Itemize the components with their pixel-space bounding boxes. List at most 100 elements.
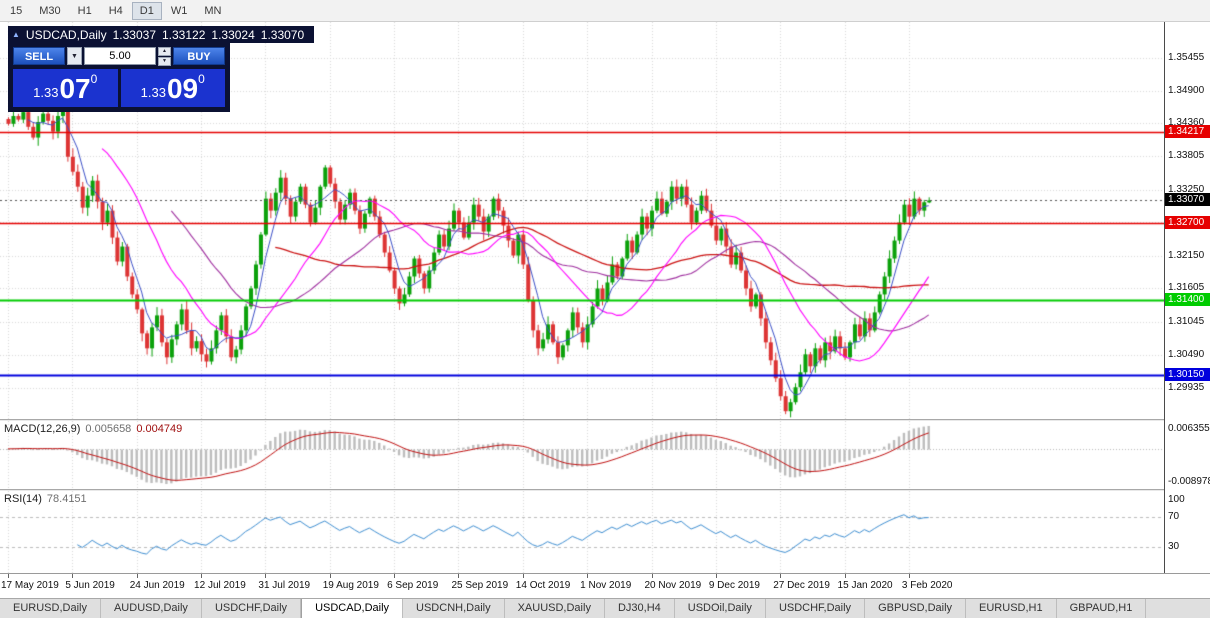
timeframe-toolbar: 15 M30 H1 H4 D1 W1 MN — [0, 0, 1210, 22]
time-axis-label: 20 Nov 2019 — [644, 580, 702, 591]
tf-button-m30[interactable]: M30 — [39, 4, 61, 17]
time-axis-label: 6 Sep 2019 — [387, 580, 439, 591]
tf-button-h1[interactable]: H1 — [77, 4, 92, 17]
bid-price-pipette: 0 — [90, 72, 98, 86]
time-axis-tick — [523, 574, 524, 578]
tf-button-h4[interactable]: H4 — [108, 4, 123, 17]
macd-axis-max: 0.006355 — [1168, 423, 1210, 434]
ask-price-pipette: 0 — [198, 72, 205, 86]
macd-main-value: 0.005658 — [85, 423, 132, 435]
tab-usdoil-daily[interactable]: USDOil,Daily — [675, 599, 766, 618]
volume-step-down-button[interactable]: ▼ — [158, 57, 171, 66]
chart-symbol-header: ▲ USDCAD,Daily 1.33037 1.33122 1.33024 1… — [8, 26, 315, 43]
volume-input[interactable] — [84, 47, 156, 65]
price-axis-label: 1.34900 — [1168, 84, 1205, 96]
volume-stepper: ▲ ▼ — [158, 47, 171, 66]
time-axis-label: 31 Jul 2019 — [258, 580, 311, 591]
time-axis[interactable]: 17 May 2019 5 Jun 2019 24 Jun 2019 12 Jul 2… — [0, 573, 1210, 598]
time-axis-tick — [652, 574, 653, 578]
price-axis-label: 1.34360 — [1168, 117, 1205, 129]
tab-xauusd-daily[interactable]: XAUUSD,Daily — [505, 599, 605, 618]
price-axis-label: 1.31605 — [1168, 282, 1205, 294]
price-tag-level: 1.30150 — [1165, 368, 1210, 382]
ohlc-low: 1.33024 — [211, 27, 255, 42]
price-axis-label: 1.32150 — [1168, 249, 1205, 261]
chart-tab-bar: EURUSD,Daily AUDUSD,Daily USDCHF,Daily USDC… — [0, 598, 1210, 618]
time-axis-tick — [265, 574, 266, 578]
time-axis-tick — [394, 574, 395, 578]
volume-step-up-button[interactable]: ▲ — [158, 47, 171, 56]
rsi-axis-label: 100 — [1168, 494, 1185, 505]
rsi-indicator-label: RSI(14) 78.4151 — [4, 493, 87, 505]
time-axis-label: 9 Dec 2019 — [708, 580, 760, 591]
tab-audusd-daily[interactable]: AUDUSD,Daily — [101, 599, 202, 618]
panel-separator[interactable] — [0, 419, 1210, 421]
price-axis[interactable]: 1.35455 1.34900 1.34360 1.33805 1.33250 1.327… — [1164, 22, 1210, 573]
time-axis-label: 12 Jul 2019 — [194, 580, 246, 591]
one-click-trading-panel: ▲ USDCAD,Daily 1.33037 1.33122 1.33024 1… — [8, 26, 315, 112]
buy-button[interactable]: BUY — [173, 47, 225, 65]
time-axis-label: 1 Nov 2019 — [580, 580, 632, 591]
bid-price-big: 07 — [59, 73, 91, 104]
tf-button-w1[interactable]: W1 — [170, 4, 188, 17]
macd-axis-min: -0.008978 — [1168, 476, 1210, 487]
time-axis-tick — [458, 574, 459, 578]
sell-button[interactable]: SELL — [13, 47, 65, 65]
time-axis-label: 17 May 2019 — [1, 580, 59, 591]
time-axis-tick — [780, 574, 781, 578]
chevron-down-icon: ▼ — [71, 53, 78, 60]
time-axis-tick — [8, 574, 9, 578]
tab-usdcad-daily[interactable]: USDCAD,Daily — [301, 599, 404, 618]
tf-button-d1[interactable]: D1 — [131, 1, 162, 20]
time-axis-tick — [587, 574, 588, 578]
ask-price-prefix: 1.33 — [140, 85, 166, 100]
time-axis-tick — [201, 574, 202, 578]
chart-region: ▲ USDCAD,Daily 1.33037 1.33122 1.33024 1… — [0, 22, 1210, 618]
ohlc-open: 1.33037 — [112, 27, 156, 42]
tab-gbpusd-daily[interactable]: GBPUSD,Daily — [865, 599, 967, 618]
order-options-dropdown[interactable]: ▼ — [67, 47, 82, 65]
tab-usdcnh-daily[interactable]: USDCNH,Daily — [403, 599, 505, 618]
rsi-axis-label: 30 — [1168, 541, 1180, 553]
tab-gbpaud-h1[interactable]: GBPAUD,H1 — [1057, 599, 1147, 618]
price-axis-label: 1.30490 — [1168, 348, 1205, 360]
time-axis-tick — [137, 574, 138, 578]
time-axis-label: 3 Feb 2020 — [901, 580, 953, 591]
rsi-name: RSI(14) — [4, 493, 42, 505]
tab-eurusd-daily[interactable]: EURUSD,Daily — [0, 599, 101, 618]
time-axis-label: 19 Aug 2019 — [322, 580, 379, 591]
ask-price-display: 1.33 09 0 — [120, 69, 225, 107]
bid-price-display: 1.33 07 0 — [13, 69, 118, 107]
rsi-axis-label: 70 — [1168, 510, 1180, 522]
rsi-value: 78.4151 — [46, 493, 87, 505]
ask-price-big: 09 — [166, 73, 199, 104]
price-tag-level: 1.34217 — [1165, 124, 1210, 138]
price-tag-level: 1.31400 — [1165, 293, 1210, 307]
tab-eurusd-h1[interactable]: EURUSD,H1 — [966, 599, 1057, 618]
tab-dj30-h4[interactable]: DJ30,H4 — [605, 599, 675, 618]
macd-name: MACD(12,26,9) — [4, 423, 81, 435]
tf-button-15[interactable]: 15 — [10, 4, 23, 17]
price-tag-level: 1.32700 — [1165, 215, 1210, 229]
time-axis-tick — [72, 574, 73, 578]
time-axis-label: 5 Jun 2019 — [65, 580, 115, 591]
price-axis-label: 1.33250 — [1168, 183, 1205, 195]
time-axis-label: 25 Sep 2019 — [451, 580, 509, 591]
time-axis-tick — [716, 574, 717, 578]
macd-indicator-canvas[interactable] — [0, 421, 1164, 489]
rsi-indicator-canvas[interactable] — [0, 491, 1164, 573]
ohlc-close: 1.33070 — [260, 27, 305, 42]
trade-panel: SELL ▼ ▲ ▼ BUY 1.33 07 0 1.33 — [8, 43, 230, 112]
time-axis-label: 27 Dec 2019 — [773, 580, 830, 591]
time-axis-tick — [909, 574, 910, 578]
time-axis-label: 15 Jan 2020 — [837, 580, 893, 591]
tf-button-mn[interactable]: MN — [204, 4, 222, 17]
macd-indicator-label: MACD(12,26,9) 0.005658 0.004749 — [4, 423, 182, 435]
symbol-title: USDCAD,Daily — [25, 27, 107, 42]
time-axis-label: 14 Oct 2019 — [515, 580, 571, 591]
time-axis-label: 24 Jun 2019 — [129, 580, 185, 591]
panel-separator[interactable] — [0, 489, 1210, 491]
tab-usdchf-daily[interactable]: USDCHF,Daily — [766, 599, 866, 618]
tab-usdchf-daily[interactable]: USDCHF,Daily — [202, 599, 302, 618]
price-axis-label: 1.31045 — [1168, 315, 1205, 327]
